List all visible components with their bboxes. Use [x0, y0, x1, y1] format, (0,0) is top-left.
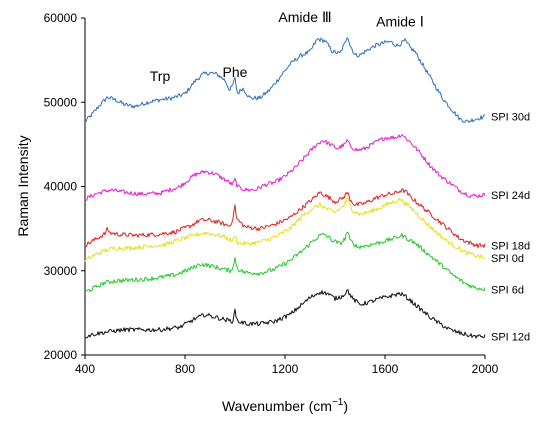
x-tick-label: 800: [175, 362, 195, 376]
series-label: SPI 12d: [491, 331, 530, 343]
ticks: 400 800 1200 1600 2000 20000 30000 40000 50000 60…: [44, 11, 499, 376]
y-tick-label: 40000: [44, 180, 78, 194]
series-line-spi-30d: [84, 37, 486, 123]
series-line-spi-12d: [84, 289, 486, 339]
y-tick-label: 20000: [44, 348, 78, 362]
series-label: SPI 18d: [491, 240, 530, 252]
x-tick-label: 400: [75, 362, 95, 376]
series-label: SPI 24d: [491, 190, 530, 202]
x-tick-label: 2000: [472, 362, 499, 376]
peak-annotation: Amide Ⅰ: [376, 13, 424, 29]
x-tick-label: 1200: [272, 362, 299, 376]
x-axis-title-main: Wavenumber (cm: [222, 398, 332, 414]
x-axis-title-superscript: −1: [332, 397, 344, 408]
series-line-spi-0d: [84, 197, 486, 262]
y-tick-label: 60000: [44, 11, 78, 25]
peak-annotation: Amide Ⅲ: [278, 9, 331, 25]
series-lines: [84, 37, 486, 339]
x-tick-label: 1600: [372, 362, 399, 376]
y-tick-label: 50000: [44, 95, 78, 109]
series-label: SPI 30d: [491, 112, 530, 124]
series-label: SPI 6d: [491, 284, 524, 296]
peak-annotation: Phe: [223, 64, 248, 80]
y-tick-label: 30000: [44, 264, 78, 278]
x-axis-title-tail: ): [343, 398, 348, 414]
peak-annotations: Trp Phe Amide Ⅲ Amide Ⅰ: [150, 9, 424, 84]
series-line-spi-24d: [84, 134, 486, 202]
peak-annotation: Trp: [150, 68, 171, 84]
y-axis-title: Raman Intensity: [15, 135, 31, 236]
series-line-spi-6d: [84, 231, 486, 292]
series-line-spi-18d: [84, 188, 486, 249]
series-label: SPI 0d: [491, 253, 524, 265]
x-axis-title: Wavenumber (cm−1): [222, 397, 348, 414]
